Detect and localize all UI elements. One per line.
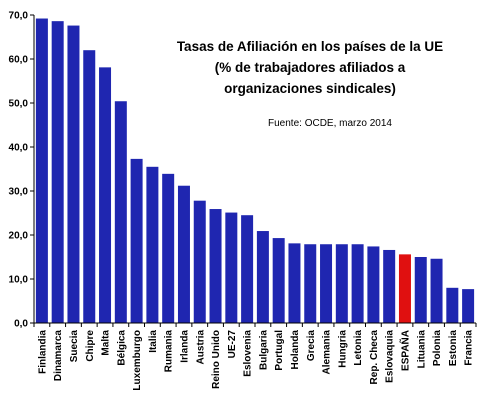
- x-category-label: Chipre: [85, 330, 96, 362]
- bar-finlandia: [35, 18, 48, 324]
- x-category-label: Alemania: [322, 330, 333, 375]
- chart-title-line-1: Tasas de Afiliación en los países de la …: [176, 39, 444, 54]
- x-category-label: Lituania: [416, 330, 427, 369]
- x-category-label: Reino Unido: [211, 330, 222, 389]
- y-tick-label: 10,0: [9, 275, 29, 286]
- x-category-label: Eslovaquia: [385, 330, 396, 383]
- y-tick-label: 40,0: [9, 143, 29, 154]
- y-tick-label: 30,0: [9, 187, 29, 198]
- x-category-label: Francia: [464, 330, 475, 366]
- x-category-label: Eslovenia: [243, 330, 254, 377]
- chart-title-line-2: (% de trabajadores afiliados a: [214, 60, 406, 75]
- bars: [35, 18, 475, 324]
- x-category-label: Luxemburgo: [132, 330, 143, 391]
- x-category-label: Holanda: [290, 330, 301, 370]
- bar-francia: [462, 289, 475, 323]
- x-category-label: ESPAÑA: [398, 330, 411, 371]
- y-tick-label: 70,0: [9, 11, 29, 22]
- bar-ue-27: [225, 212, 238, 323]
- x-category-label: Malta: [101, 330, 112, 356]
- bar-alemania: [320, 244, 333, 323]
- bar-españa: [398, 254, 411, 323]
- x-category-label: Italia: [148, 330, 159, 353]
- bar-dinamarca: [51, 21, 64, 323]
- x-category-label: Letonia: [353, 330, 364, 366]
- bar-eslovenia: [241, 215, 254, 323]
- bar-malta: [99, 67, 112, 323]
- x-axis: Finlandia Dinamarca Suecia Chipre Malta Bélgi…: [33, 322, 477, 391]
- x-category-label: Polonia: [432, 330, 443, 367]
- x-category-label: Rep. Checa: [369, 330, 380, 385]
- bar-portugal: [272, 238, 285, 323]
- bar-grecia: [304, 244, 317, 323]
- chart-title: Tasas de Afiliación en los países de la …: [150, 36, 470, 99]
- x-category-label: Estonia: [448, 330, 459, 367]
- x-category-label: Portugal: [274, 330, 285, 371]
- x-category-label: Hungria: [337, 330, 348, 368]
- bar-austria: [193, 200, 206, 323]
- bar-lituania: [414, 257, 427, 323]
- bar-rep-checa: [367, 246, 380, 323]
- y-tick-label: 60,0: [9, 55, 29, 66]
- bar-estonia: [446, 287, 459, 323]
- bar-rumania: [162, 173, 175, 323]
- x-category-label: Finlandia: [37, 330, 48, 374]
- x-category-label: Bulgaria: [258, 330, 269, 370]
- x-category-label: Dinamarca: [53, 330, 64, 382]
- y-axis: 0,0 10,0 20,0 30,0 40,0 50,0 60,0 70,0: [9, 11, 35, 330]
- x-category-label: Irlanda: [179, 330, 190, 363]
- x-category-label: Rumania: [164, 330, 175, 373]
- bar-bélgica: [114, 101, 127, 324]
- x-category-label: Suecia: [69, 330, 80, 363]
- x-category-label: Bélgica: [116, 330, 127, 366]
- x-category-label: Grecia: [306, 330, 317, 362]
- bar-chipre: [83, 50, 96, 323]
- chart-source: Fuente: OCDE, marzo 2014: [268, 118, 392, 129]
- bar-irlanda: [177, 185, 190, 323]
- bar-hungria: [335, 244, 348, 323]
- bar-letonia: [351, 244, 364, 323]
- bar-bulgaria: [256, 231, 269, 323]
- bar-eslovaquia: [383, 249, 396, 323]
- bar-luxemburgo: [130, 158, 143, 323]
- chart-title-line-3: organizaciones sindicales): [224, 81, 396, 96]
- x-category-label: UE-27: [227, 330, 238, 359]
- y-tick-label: 50,0: [9, 99, 29, 110]
- y-tick-label: 0,0: [14, 319, 28, 330]
- bar-polonia: [430, 258, 443, 323]
- bar-holanda: [288, 243, 301, 323]
- bar-suecia: [67, 25, 80, 324]
- x-category-label: Austria: [195, 330, 206, 365]
- bar-italia: [146, 166, 159, 323]
- y-tick-label: 20,0: [9, 231, 29, 242]
- bar-reino-unido: [209, 209, 222, 323]
